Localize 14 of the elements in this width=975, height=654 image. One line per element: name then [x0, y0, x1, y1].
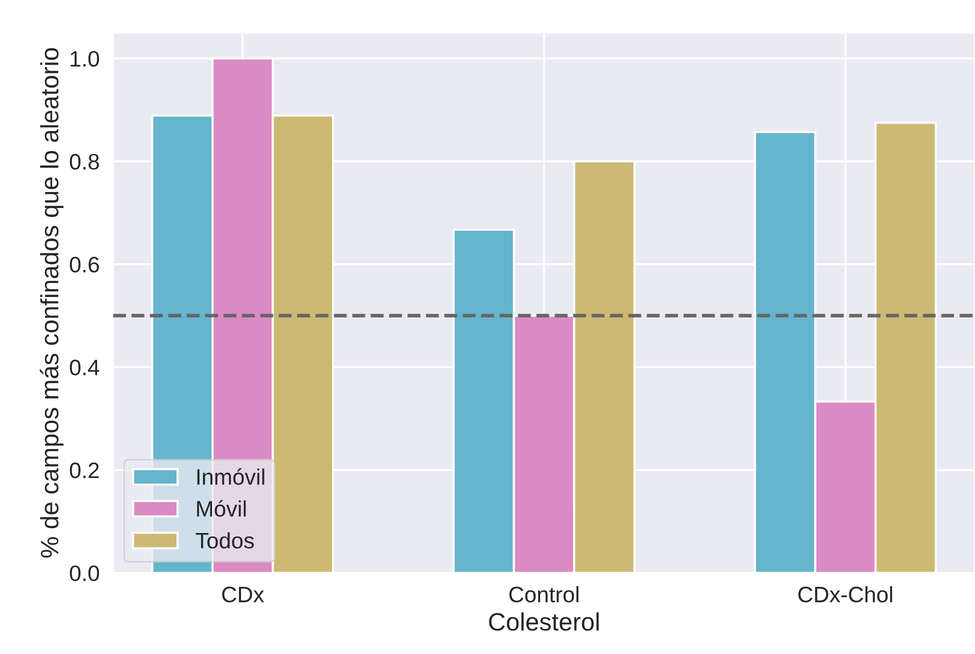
legend-label: Móvil — [197, 500, 246, 517]
legend-label: Todos — [196, 532, 254, 549]
x-axis-title: Colesterol — [489, 612, 599, 631]
y-tick-label: 0.4 — [70, 360, 100, 376]
x-tick-label: Control — [509, 586, 578, 602]
y-tick-label: 0.8 — [70, 154, 99, 170]
y-axis-title: % de campos más confinados que lo aleatorio — [40, 48, 64, 558]
legend-label: Inmóvil — [197, 468, 264, 485]
y-tick-label: 0.6 — [70, 256, 99, 272]
x-tick-label: CDx — [222, 586, 264, 602]
y-tick-label: 0.0 — [70, 565, 100, 582]
y-tick-label: 1.0 — [70, 50, 100, 67]
x-tick-label: CDx-Chol — [798, 586, 892, 602]
y-tick-label: 0.2 — [70, 462, 99, 478]
